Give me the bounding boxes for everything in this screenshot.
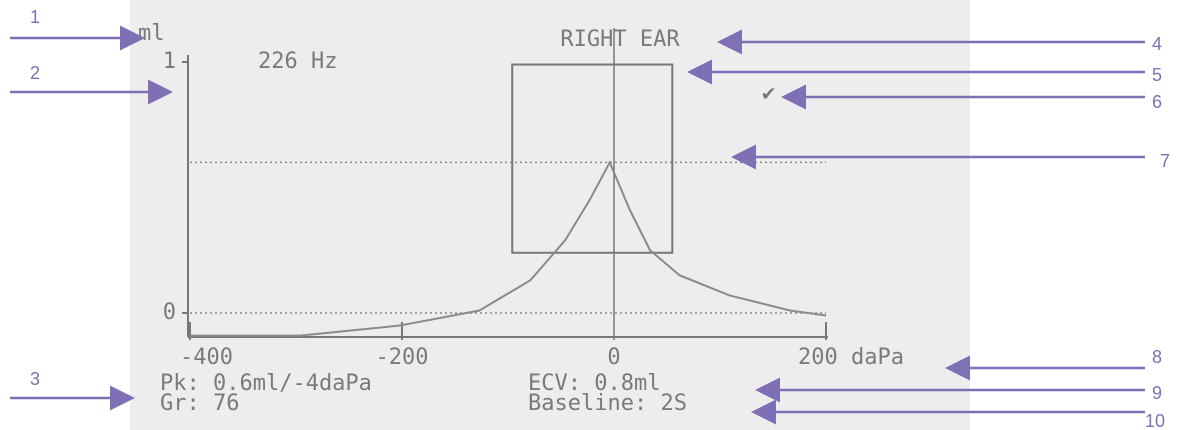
callout-number: 5 (1152, 65, 1162, 85)
callout-number: 3 (30, 369, 40, 389)
callout-number: 4 (1152, 34, 1162, 54)
callout-arrows (10, 25, 1145, 425)
gradient-readout: Gr: 76 (160, 391, 239, 416)
callout-number: 1 (30, 7, 40, 27)
x-tick-label: -200 (376, 345, 429, 370)
tympanogram-curve (190, 160, 827, 337)
y-tick-label: 0 (163, 300, 176, 325)
y-tick-label: 1 (163, 49, 176, 74)
callout-number: 9 (1152, 383, 1162, 403)
x-tick-label: 0 (607, 345, 620, 370)
normal-region (511, 63, 674, 254)
y-axis-label: ml (138, 21, 165, 46)
chart-title: RIGHT EAR (560, 27, 680, 52)
ecv-readout: ECV: 0.8ml (528, 371, 660, 396)
peak-readout: Pk: 0.6ml/-4daPa (160, 371, 372, 396)
x-tick-label: 200 daPa (798, 345, 904, 370)
callout-number: 7 (1160, 151, 1170, 171)
callout-number: 8 (1152, 347, 1162, 367)
status-check: ✔ (762, 81, 775, 106)
x-tick-label: -400 (180, 345, 233, 370)
callout-number: 10 (1145, 411, 1165, 430)
callout-number: 6 (1152, 92, 1162, 112)
baseline-readout: Baseline: 2S (528, 391, 687, 416)
callout-number: 2 (30, 63, 40, 83)
frequency: 226 Hz (258, 49, 337, 74)
